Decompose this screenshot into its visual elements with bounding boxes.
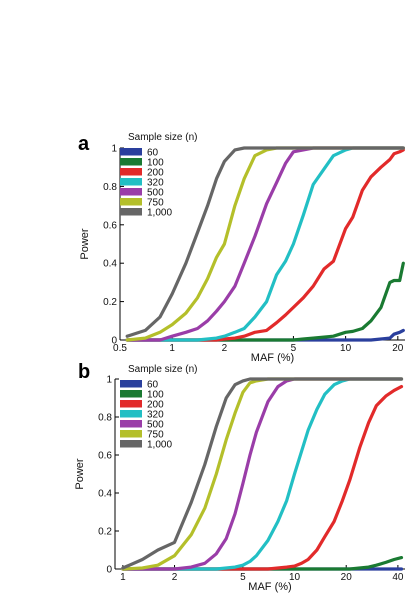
x-tick-label: 20 — [341, 572, 353, 583]
panel-letter: b — [78, 361, 90, 383]
y-tick-label: 0 — [111, 336, 117, 347]
legend-label: 320 — [147, 410, 164, 421]
legend-label: 1,000 — [147, 440, 172, 451]
panel-b: b 0 0.2 0.4 0.6 0.8 1 1 2 5 10 20 40 MAF (%) Power Samp… — [74, 361, 405, 593]
legend-swatch — [120, 410, 142, 418]
legend-swatch — [120, 380, 142, 388]
series-line-750 — [125, 146, 405, 342]
legend-swatch — [120, 440, 142, 448]
x-tick-label: 0.5 — [113, 343, 127, 354]
y-tick-label: 0.8 — [98, 413, 112, 424]
legend-swatch — [120, 158, 142, 166]
series-line-1000 — [125, 146, 405, 338]
y-tick-label: 0.2 — [103, 297, 117, 308]
legend-swatch — [120, 148, 142, 156]
x-tick-label: 20 — [392, 343, 404, 354]
series-line-1000 — [121, 377, 404, 570]
legend-label: 500 — [147, 420, 164, 431]
series-line-500 — [125, 146, 405, 342]
y-tick-label: 0 — [106, 565, 112, 576]
series-line-200 — [125, 148, 405, 342]
legend-label: 60 — [147, 380, 159, 391]
legend-label: 100 — [147, 158, 164, 169]
x-tick-label: 10 — [340, 343, 352, 354]
x-tick-label: 1 — [120, 572, 126, 583]
legend-swatch — [120, 168, 142, 176]
series-line-320 — [121, 377, 404, 571]
legend-swatch — [120, 430, 142, 438]
y-tick-label: 0.4 — [103, 259, 117, 270]
y-tick-label: 1 — [111, 144, 117, 155]
x-axis-label: MAF (%) — [248, 581, 291, 593]
legend-swatch — [120, 208, 142, 216]
legend-swatch — [120, 390, 142, 398]
y-tick-label: 0.2 — [98, 527, 112, 538]
legend-title: Sample size (n) — [128, 132, 197, 143]
y-axis-label: Power — [74, 458, 86, 490]
legend-label: 1,000 — [147, 208, 172, 219]
legend-label: 200 — [147, 400, 164, 411]
legend-label: 500 — [147, 188, 164, 199]
panel-a: a 0 0.2 0.4 0.6 0.8 1 0.5 1 2 5 10 20 MAF (%) Power Sam… — [78, 132, 405, 364]
y-tick-label: 0.4 — [98, 489, 112, 500]
legend-label: 60 — [147, 148, 159, 159]
y-tick-label: 0.8 — [103, 182, 117, 193]
series-line-100 — [121, 555, 404, 571]
legend-swatch — [120, 198, 142, 206]
legend-label: 320 — [147, 178, 164, 189]
x-tick-label: 5 — [291, 343, 297, 354]
x-tick-label: 2 — [172, 572, 178, 583]
panel-letter: a — [78, 133, 90, 155]
legend-label: 750 — [147, 430, 164, 441]
y-tick-label: 0.6 — [98, 451, 112, 462]
legend-swatch — [120, 188, 142, 196]
legend-swatch — [120, 400, 142, 408]
x-axis-label: MAF (%) — [251, 352, 294, 364]
x-tick-label: 2 — [222, 343, 228, 354]
y-axis-label: Power — [79, 228, 91, 260]
x-tick-label: 1 — [169, 343, 175, 354]
x-tick-label: 5 — [240, 572, 246, 583]
x-tick-label: 40 — [392, 572, 404, 583]
y-tick-label: 1 — [106, 375, 112, 386]
legend-swatch — [120, 178, 142, 186]
legend-label: 750 — [147, 198, 164, 209]
legend-title: Sample size (n) — [128, 364, 197, 375]
legend-label: 200 — [147, 168, 164, 179]
legend-label: 100 — [147, 390, 164, 401]
series-line-320 — [125, 146, 405, 342]
series-line-500 — [121, 377, 404, 571]
y-tick-label: 0.6 — [103, 220, 117, 231]
series-line-750 — [121, 377, 404, 571]
x-tick-label: 10 — [289, 572, 301, 583]
legend-swatch — [120, 420, 142, 428]
